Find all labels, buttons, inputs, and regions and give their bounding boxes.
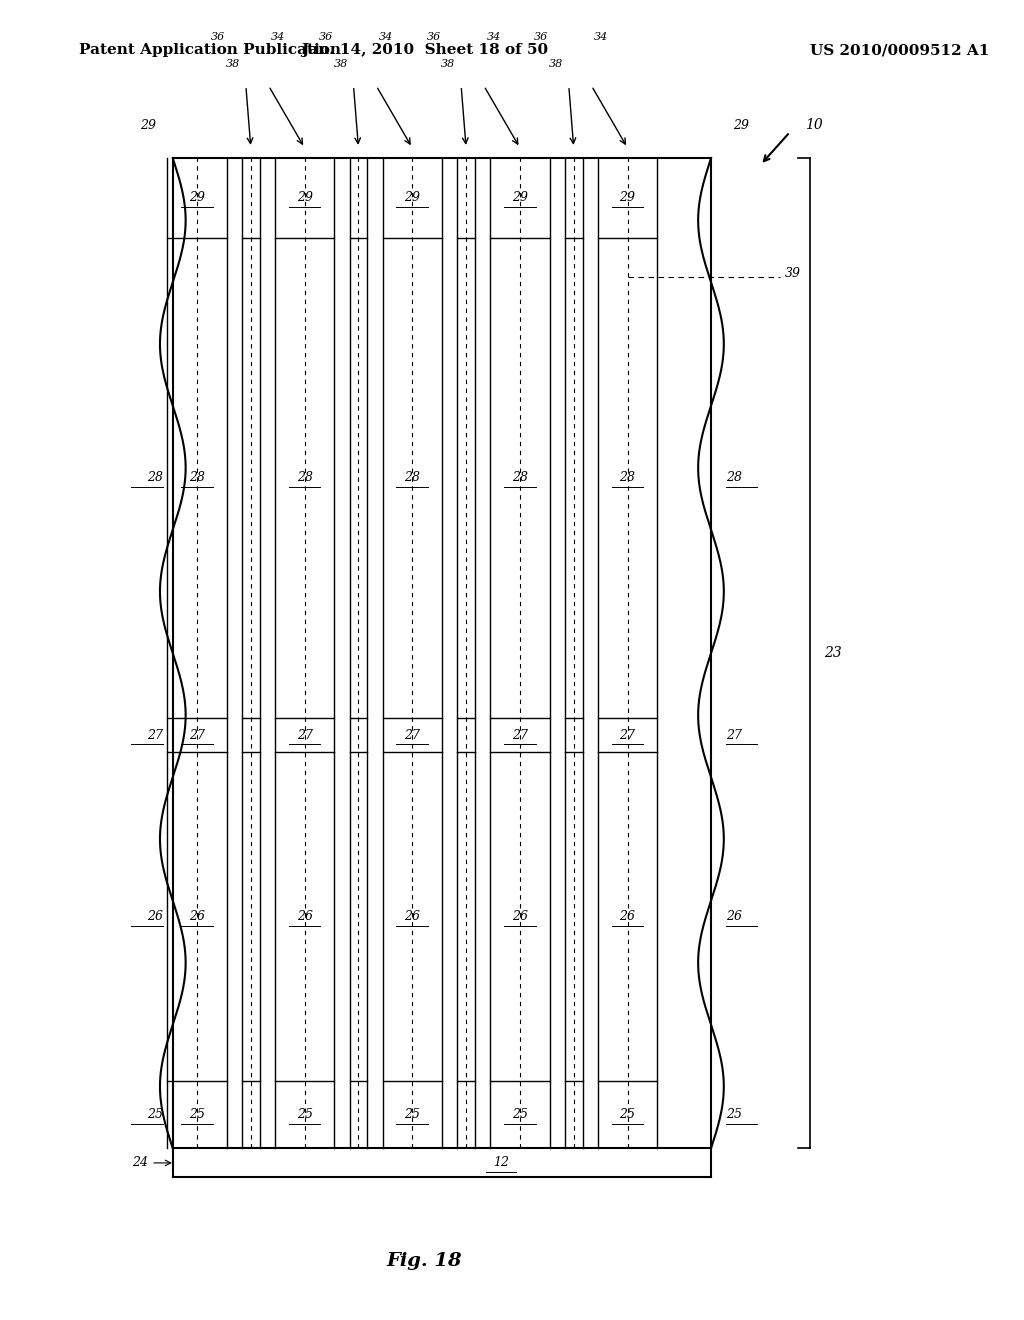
Text: 27: 27 [620, 729, 636, 742]
Text: 27: 27 [189, 729, 205, 742]
Text: 36: 36 [534, 32, 548, 42]
Text: 28: 28 [726, 471, 741, 484]
Text: 25: 25 [189, 1109, 205, 1121]
Text: Patent Application Publication: Patent Application Publication [79, 44, 341, 57]
Text: 28: 28 [620, 471, 636, 484]
Text: 29: 29 [620, 191, 636, 205]
Text: 36: 36 [211, 32, 225, 42]
Text: 29: 29 [297, 191, 312, 205]
Text: 28: 28 [297, 471, 312, 484]
Text: 10: 10 [805, 119, 822, 132]
Text: 25: 25 [146, 1109, 163, 1121]
Text: 27: 27 [297, 729, 312, 742]
Text: 39: 39 [785, 267, 801, 280]
Text: 26: 26 [189, 911, 205, 923]
Text: 26: 26 [146, 911, 163, 923]
Text: 36: 36 [318, 32, 333, 42]
Text: 27: 27 [146, 729, 163, 742]
Text: 25: 25 [620, 1109, 636, 1121]
Text: 38: 38 [334, 58, 348, 69]
Text: 34: 34 [486, 32, 501, 42]
Text: 34: 34 [271, 32, 286, 42]
Text: 29: 29 [512, 191, 528, 205]
Text: 25: 25 [512, 1109, 528, 1121]
Text: 27: 27 [512, 729, 528, 742]
Text: 26: 26 [620, 911, 636, 923]
Text: 29: 29 [732, 119, 749, 132]
Text: 26: 26 [404, 911, 420, 923]
Text: 36: 36 [426, 32, 440, 42]
Text: 26: 26 [726, 911, 741, 923]
Text: 38: 38 [549, 58, 563, 69]
Text: 29: 29 [140, 119, 156, 132]
Text: 23: 23 [824, 647, 843, 660]
Text: US 2010/0009512 A1: US 2010/0009512 A1 [810, 44, 989, 57]
Text: Jan. 14, 2010  Sheet 18 of 50: Jan. 14, 2010 Sheet 18 of 50 [301, 44, 548, 57]
Text: 34: 34 [379, 32, 393, 42]
Text: 28: 28 [404, 471, 420, 484]
Text: 26: 26 [512, 911, 528, 923]
Text: 27: 27 [726, 729, 741, 742]
Text: 29: 29 [404, 191, 420, 205]
Text: 34: 34 [594, 32, 608, 42]
Text: 38: 38 [226, 58, 241, 69]
Text: 28: 28 [512, 471, 528, 484]
Text: 12: 12 [494, 1156, 509, 1170]
Text: 24: 24 [132, 1156, 148, 1170]
Text: 38: 38 [441, 58, 456, 69]
Text: Fig. 18: Fig. 18 [387, 1251, 463, 1270]
Text: 25: 25 [297, 1109, 312, 1121]
Text: 29: 29 [189, 191, 205, 205]
Text: 28: 28 [146, 471, 163, 484]
Text: 25: 25 [726, 1109, 741, 1121]
Text: 27: 27 [404, 729, 420, 742]
Text: 26: 26 [297, 911, 312, 923]
Text: 25: 25 [404, 1109, 420, 1121]
Text: 28: 28 [189, 471, 205, 484]
